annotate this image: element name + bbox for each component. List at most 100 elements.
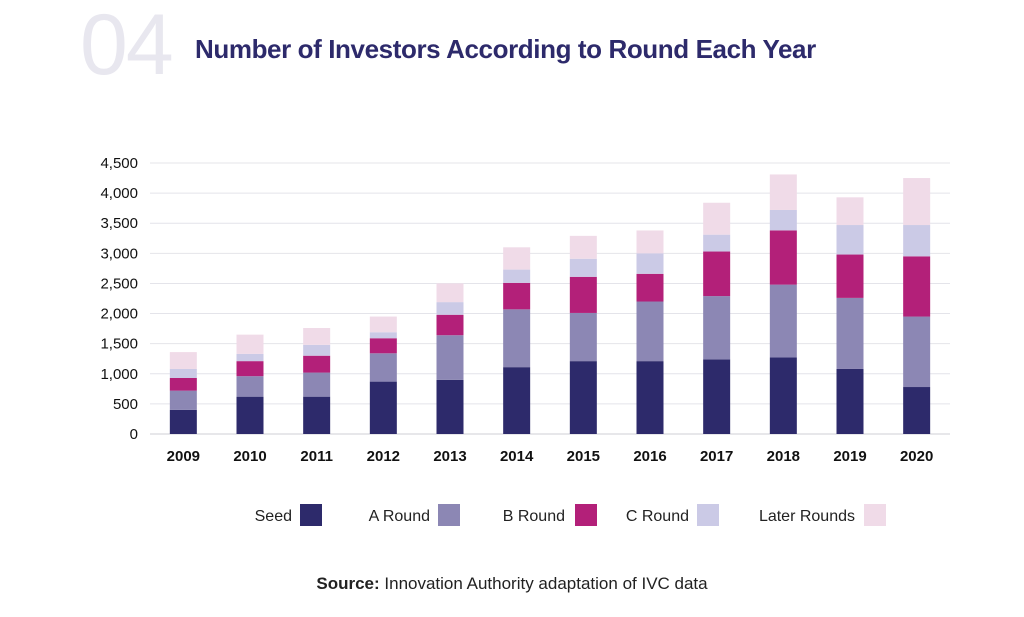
bar-segment bbox=[569, 235, 597, 259]
bar-segment bbox=[503, 282, 531, 310]
bar-segment bbox=[903, 178, 931, 226]
x-tick-label: 2018 bbox=[767, 448, 800, 465]
bar-segment bbox=[703, 234, 731, 252]
bar-segment bbox=[369, 332, 397, 339]
bar-segment bbox=[836, 225, 864, 255]
x-tick-label: 2016 bbox=[633, 448, 666, 465]
bar-segment bbox=[303, 372, 331, 397]
bar-segment bbox=[903, 387, 931, 434]
legend: Seed A Round B Round C Round Later Rounds bbox=[255, 504, 886, 526]
bar-segment bbox=[503, 309, 531, 368]
legend-label: Later Rounds bbox=[759, 508, 855, 525]
bar-segment bbox=[436, 302, 464, 315]
y-tick-label: 1,500 bbox=[100, 336, 138, 353]
x-tick-label: 2011 bbox=[300, 448, 333, 465]
x-tick-label: 2017 bbox=[700, 448, 733, 465]
bar-segment bbox=[703, 202, 731, 235]
bar-segment bbox=[636, 230, 664, 254]
bar-segment bbox=[703, 251, 731, 297]
bar-segment bbox=[636, 253, 664, 274]
bar-segment bbox=[769, 209, 797, 231]
bar-segment bbox=[436, 314, 464, 336]
bar-segment bbox=[236, 376, 264, 397]
bar-segment bbox=[503, 367, 531, 434]
bar-segment bbox=[636, 301, 664, 362]
y-tick-label: 2,000 bbox=[100, 306, 138, 323]
bar-segment bbox=[369, 353, 397, 382]
x-tick-label: 2010 bbox=[233, 448, 266, 465]
bar-segment bbox=[369, 381, 397, 434]
source-note: Source: Innovation Authority adaptation … bbox=[0, 574, 1024, 594]
bar-segment bbox=[569, 258, 597, 277]
y-tick-label: 3,500 bbox=[100, 215, 138, 232]
bar-segment bbox=[703, 296, 731, 360]
bar-segment bbox=[903, 225, 931, 257]
bar-segment bbox=[169, 368, 197, 378]
source-text: Innovation Authority adaptation of IVC d… bbox=[384, 574, 708, 593]
bar-segment bbox=[236, 353, 264, 362]
bar-segment bbox=[569, 361, 597, 434]
bar-segment bbox=[903, 256, 931, 317]
bar-segment bbox=[636, 273, 664, 302]
bar-segment bbox=[303, 355, 331, 373]
bar-segment bbox=[236, 361, 264, 377]
gridlines bbox=[150, 162, 950, 435]
bar-segment bbox=[169, 409, 197, 434]
x-tick-label: 2014 bbox=[500, 448, 534, 465]
bar-segment bbox=[836, 297, 864, 369]
bar-segment bbox=[369, 338, 397, 354]
x-tick-label: 2015 bbox=[567, 448, 600, 465]
x-tick-label: 2019 bbox=[833, 448, 866, 465]
bars bbox=[169, 174, 931, 434]
source-label: Source: bbox=[316, 574, 380, 593]
bar-segment bbox=[236, 396, 264, 434]
y-tick-label: 1,000 bbox=[100, 366, 138, 383]
bar-segment bbox=[236, 334, 264, 354]
bar-segment bbox=[703, 359, 731, 434]
bar-segment bbox=[636, 361, 664, 434]
bar-segment bbox=[436, 283, 464, 303]
bar-segment bbox=[836, 254, 864, 298]
bar-segment bbox=[503, 269, 531, 283]
bar-segment bbox=[169, 352, 197, 369]
bar-segment bbox=[769, 174, 797, 210]
chart-number: 04 bbox=[80, 0, 174, 93]
legend-label: C Round bbox=[626, 508, 689, 525]
x-tick-label: 2012 bbox=[367, 448, 400, 465]
legend-swatch bbox=[864, 504, 886, 526]
legend-label: B Round bbox=[503, 508, 565, 525]
chart-title: Number of Investors According to Round E… bbox=[195, 34, 816, 64]
bar-segment bbox=[303, 328, 331, 345]
y-axis: 0 500 1,000 1,500 2,000 2,500 3,000 3,500 4,000 4… bbox=[100, 155, 138, 443]
legend-swatch bbox=[697, 504, 719, 526]
bar-segment bbox=[836, 197, 864, 226]
bar-segment bbox=[169, 377, 197, 391]
bar-segment bbox=[169, 390, 197, 410]
bar-segment bbox=[503, 247, 531, 270]
bar-segment bbox=[903, 316, 931, 388]
x-axis: 2009 2010 2011 2012 2013 2014 2015 2016 2017 2018… bbox=[167, 448, 934, 465]
y-tick-label: 2,500 bbox=[100, 275, 138, 292]
bar-segment bbox=[303, 396, 331, 434]
bar-segment bbox=[769, 284, 797, 358]
legend-label: Seed bbox=[255, 508, 292, 525]
y-tick-label: 4,500 bbox=[100, 155, 138, 172]
x-tick-label: 2013 bbox=[433, 448, 466, 465]
bar-segment bbox=[836, 368, 864, 434]
x-tick-label: 2009 bbox=[167, 448, 200, 465]
y-tick-label: 500 bbox=[113, 396, 138, 413]
bar-segment bbox=[569, 276, 597, 313]
legend-label: A Round bbox=[369, 508, 430, 525]
y-tick-label: 3,000 bbox=[100, 245, 138, 262]
x-tick-label: 2020 bbox=[900, 448, 933, 465]
bar-segment bbox=[769, 357, 797, 434]
bar-segment bbox=[369, 316, 397, 333]
bar-segment bbox=[436, 379, 464, 434]
y-tick-label: 0 bbox=[130, 426, 138, 443]
bar-segment bbox=[569, 312, 597, 362]
bar-segment bbox=[436, 335, 464, 380]
bar-segment bbox=[303, 344, 331, 356]
legend-swatch bbox=[438, 504, 460, 526]
legend-swatch bbox=[300, 504, 322, 526]
